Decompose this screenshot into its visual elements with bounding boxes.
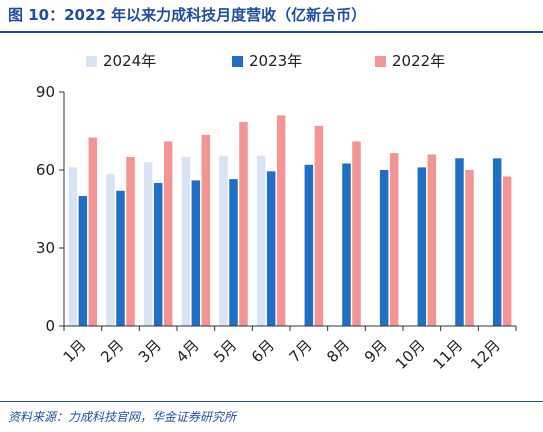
bar xyxy=(116,190,125,326)
x-tick-label: 8月 xyxy=(323,336,353,366)
x-tick-label: 7月 xyxy=(286,336,316,366)
legend: 2024年 2023年 2022年 xyxy=(86,52,445,70)
bar xyxy=(314,125,324,326)
x-axis: 1月 2月 3月 4月 5月 6月 7月 8月 9月 10月 11月 12月 xyxy=(60,325,517,373)
bar xyxy=(427,154,437,326)
source-note: 资料来源：力成科技官网，华金证券研究所 xyxy=(8,410,237,424)
source-divider xyxy=(0,401,543,402)
legend-swatch xyxy=(375,56,386,67)
x-tick-label: 4月 xyxy=(173,336,203,366)
bar-chart: 2024年 2023年 2022年 0 30 60 90 1月 2月 3月 4月 5月 6月 7月 8月… xyxy=(36,52,517,373)
bar xyxy=(465,170,474,326)
y-tick-label: 90 xyxy=(36,83,55,101)
x-tick-label: 5月 xyxy=(210,336,240,366)
bar xyxy=(502,176,512,326)
bar xyxy=(163,141,173,326)
bar xyxy=(342,163,351,326)
x-tick-label: 9月 xyxy=(361,336,391,366)
bar xyxy=(88,137,98,326)
bars xyxy=(68,115,512,327)
bar xyxy=(239,121,248,327)
legend-swatch xyxy=(86,56,97,67)
legend-label: 2023年 xyxy=(249,52,302,70)
bar xyxy=(126,157,135,326)
x-tick-label: 3月 xyxy=(135,336,165,366)
bar xyxy=(78,196,88,326)
y-axis: 0 30 60 90 xyxy=(36,83,65,335)
bar xyxy=(417,167,427,326)
bar xyxy=(276,115,286,327)
bar xyxy=(229,179,238,326)
x-tick-label: 12月 xyxy=(467,336,504,373)
bar xyxy=(379,170,389,326)
legend-label: 2024年 xyxy=(103,52,156,70)
x-tick-label: 11月 xyxy=(429,336,466,373)
x-tick-label: 6月 xyxy=(248,336,278,366)
bar xyxy=(191,180,201,326)
y-tick-label: 0 xyxy=(45,317,55,335)
bar xyxy=(455,158,464,326)
y-tick-label: 30 xyxy=(36,239,55,257)
title-divider xyxy=(0,31,543,33)
chart-title: 图 10：2022 年以来力成科技月度营收（亿新台币） xyxy=(8,6,367,24)
bar xyxy=(266,171,276,326)
bar xyxy=(143,162,153,326)
bar xyxy=(106,173,115,326)
x-tick-label: 1月 xyxy=(60,336,90,366)
bar xyxy=(153,183,163,326)
x-tick-label: 10月 xyxy=(392,336,429,373)
legend-swatch xyxy=(232,56,243,67)
bar xyxy=(201,134,211,326)
bar xyxy=(389,153,399,326)
bar xyxy=(68,167,78,326)
bar xyxy=(219,155,228,326)
bar xyxy=(181,157,191,326)
bar xyxy=(256,155,266,326)
legend-label: 2022年 xyxy=(392,52,445,70)
bar xyxy=(492,158,502,326)
bar xyxy=(304,164,314,326)
y-tick-label: 60 xyxy=(36,161,55,179)
x-tick-label: 2月 xyxy=(97,336,127,366)
bar xyxy=(352,141,361,326)
